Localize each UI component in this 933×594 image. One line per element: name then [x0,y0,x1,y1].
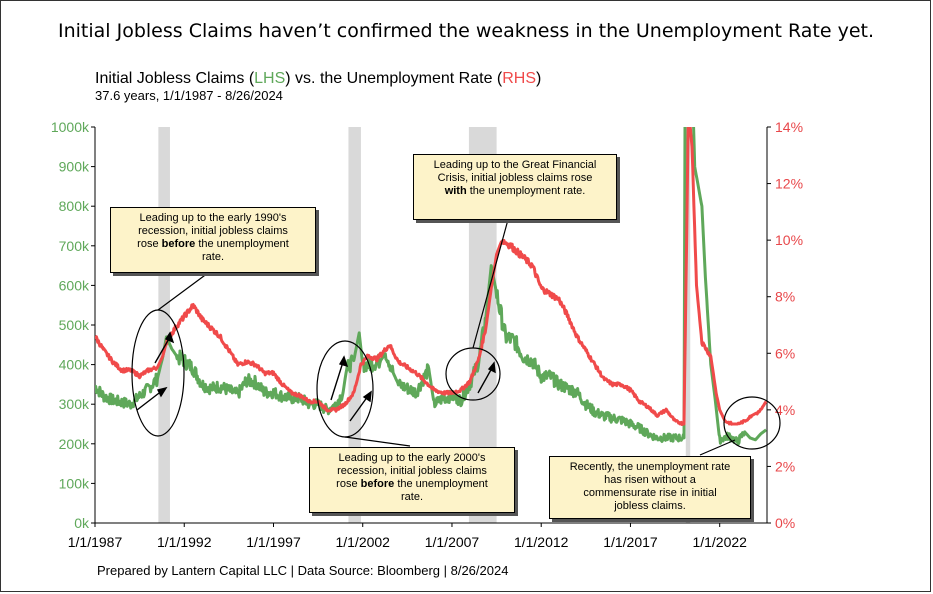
recession-band [348,127,361,523]
annotation-line: jobless claims. [614,500,686,512]
annotation-line: recession, initial jobless claims [337,465,487,477]
headline: Initial Jobless Claims haven’t confirmed… [58,20,874,42]
series-line-unemployment-rate [95,127,767,426]
left-axis-ticks: 0k 100k 200k 300k 400k 500k 600k 700k 800k 900k 10… [51,119,95,531]
annotation-line: rate. [400,491,423,503]
annotation-recent: Recently, the unemployment rate has risen… [549,456,751,519]
left-tick-label: 500k [59,317,90,333]
connector-2000 [344,436,411,447]
right-tick-label: 12% [775,176,803,192]
annotation-line: with the unemployment rate. [444,185,586,197]
x-tick-label: 1/1/2007 [425,534,480,550]
annotation-line: recession, initial jobless claims [138,225,288,237]
x-tick-label: 1/1/1992 [157,534,212,550]
right-tick-label: 14% [775,119,803,135]
annotation-2000-recession: Leading up to the early 2000's recession,… [309,447,515,513]
footer-source: Prepared by Lantern Capital LLC | Data S… [97,563,508,578]
annotation-line: rose before the unemployment [336,478,488,490]
left-tick-label: 100k [59,475,90,491]
annotation-line: Crisis, initial jobless claims rose [437,172,593,184]
annotation-gfc: Leading up to the Great Financial Crisis,… [413,154,617,220]
chart-subtitle: 37.6 years, 1/1/1987 - 8/26/2024 [95,88,283,103]
x-tick-label: 1/1/2022 [692,534,747,550]
x-tick-label: 1/1/1987 [68,534,123,550]
annotation-line: rate. [201,251,224,263]
left-tick-label: 400k [59,357,90,373]
right-tick-label: 6% [775,345,795,361]
right-axis-ticks: 0% 2% 4% 6% 8% 10% 12% 14% [767,119,803,531]
x-tick-label: 1/1/2017 [603,534,658,550]
chart-title: Initial Jobless Claims (LHS) vs. the Une… [95,70,541,87]
annotation-line: has risen without a [604,474,696,486]
left-tick-label: 1000k [51,119,90,135]
annotation-1990-recession: Leading up to the early 1990's recession,… [110,207,316,273]
right-tick-label: 10% [775,232,803,248]
x-tick-label: 1/1/1997 [246,534,301,550]
annotation-line: Leading up to the Great Financial [433,159,597,171]
right-tick-label: 4% [775,402,795,418]
connector-gfc [472,215,510,349]
recession-band [158,127,170,523]
trend-arrows [136,331,496,422]
right-tick-label: 8% [775,289,795,305]
left-tick-label: 300k [59,396,90,412]
annotation-line: Leading up to the early 1990's [139,212,287,224]
annotation-line: Leading up to the early 2000's [338,452,486,464]
recession-band [685,127,691,523]
left-tick-label: 600k [59,277,90,293]
connector-1990 [157,269,213,311]
x-tick-label: 1/1/2002 [335,534,390,550]
series-line-jobless-claims [95,127,767,446]
annotation-line: Recently, the unemployment rate [569,461,731,473]
left-tick-label: 900k [59,159,90,175]
annotation-line: commensurate rise in initial [583,487,717,499]
connector-recent [699,439,736,456]
right-tick-label: 0% [775,515,795,531]
left-tick-label: 200k [59,436,90,452]
left-tick-label: 700k [59,238,90,254]
left-tick-label: 0k [74,515,90,531]
highlight-ellipse-recent [723,396,781,450]
annotation-line: rose before the unemployment [137,238,289,250]
x-axis-ticks: 1/1/1987 1/1/1992 1/1/1997 1/1/2002 1/1/2007… [68,523,747,550]
x-tick-label: 1/1/2012 [514,534,569,550]
left-tick-label: 800k [59,198,90,214]
right-tick-label: 2% [775,458,795,474]
